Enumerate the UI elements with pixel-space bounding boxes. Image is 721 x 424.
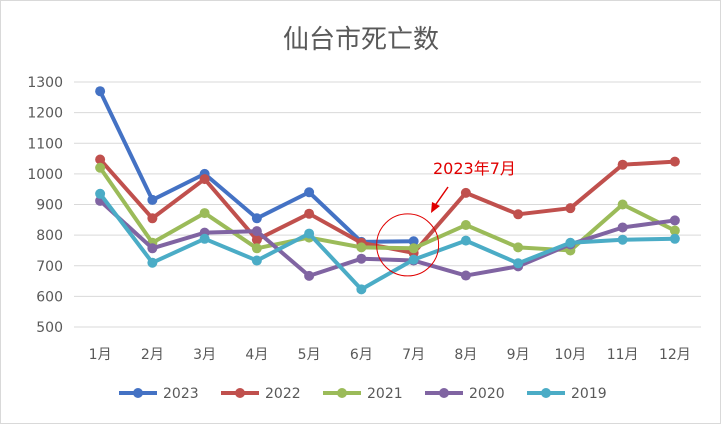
data-point	[617, 159, 628, 170]
data-point	[147, 257, 158, 268]
legend-label: 2021	[367, 386, 403, 402]
data-point	[617, 234, 628, 245]
legend-label: 2020	[469, 386, 505, 402]
data-point	[356, 242, 367, 253]
data-point	[669, 225, 680, 236]
legend-label: 2019	[571, 386, 607, 402]
data-point	[669, 233, 680, 244]
data-point	[304, 208, 315, 219]
chart-title: 仙台市死亡数	[283, 25, 439, 55]
gridlines	[74, 81, 701, 328]
data-point	[460, 235, 471, 246]
data-point	[513, 242, 524, 253]
x-tick-label: 6月	[350, 347, 373, 363]
series-2023	[95, 86, 419, 247]
data-point	[356, 284, 367, 295]
legend-item-2020: 2020	[425, 386, 505, 402]
legend-swatch-marker	[337, 388, 347, 398]
data-point	[95, 154, 106, 165]
y-tick-label: 1200	[27, 106, 63, 122]
data-point	[565, 237, 576, 248]
legend-item-2022: 2022	[221, 386, 301, 402]
y-tick-label: 500	[36, 320, 63, 336]
data-point	[251, 255, 262, 266]
data-point	[199, 233, 210, 244]
data-point	[147, 213, 158, 224]
legend-swatch-marker	[235, 388, 245, 398]
data-point	[251, 213, 262, 224]
data-point	[460, 270, 471, 281]
data-point	[408, 254, 419, 265]
x-tick-label: 7月	[402, 347, 425, 363]
data-point	[95, 188, 106, 199]
data-point	[95, 86, 106, 97]
legend-swatch-marker	[541, 388, 551, 398]
data-point	[199, 208, 210, 219]
data-point	[95, 162, 106, 173]
data-point	[304, 270, 315, 281]
data-point	[251, 226, 262, 237]
series-line-2020	[98, 198, 677, 278]
data-point	[513, 209, 524, 220]
series-lines	[95, 86, 680, 295]
data-point	[460, 187, 471, 198]
data-point	[617, 199, 628, 210]
series-2019	[95, 188, 680, 295]
data-point	[513, 258, 524, 269]
annotation-arrow-shaft	[433, 186, 449, 208]
annotation-arrow-head	[431, 202, 440, 213]
data-point	[408, 243, 419, 254]
x-tick-label: 9月	[507, 347, 530, 363]
x-tick-label: 5月	[298, 347, 321, 363]
data-point	[199, 174, 210, 185]
x-tick-label: 10月	[554, 347, 586, 363]
legend: 2023 2022 2021 2020 2019	[119, 386, 607, 402]
legend-label: 2023	[163, 386, 199, 402]
data-point	[669, 156, 680, 167]
x-tick-label: 3月	[193, 347, 216, 363]
data-point	[251, 243, 262, 254]
x-tick-label: 12月	[659, 347, 691, 363]
data-point	[356, 253, 367, 264]
legend-item-2023: 2023	[119, 386, 199, 402]
data-point	[304, 187, 315, 198]
legend-label: 2022	[265, 386, 301, 402]
x-tick-label: 2月	[141, 347, 164, 363]
x-tick-label: 8月	[454, 347, 477, 363]
x-tick-label: 1月	[89, 347, 112, 363]
data-point	[669, 215, 680, 226]
data-point	[565, 203, 576, 214]
x-axis-ticks: 1月 2月 3月 4月 5月 6月 7月 8月 9月 10月 11月 12月	[89, 347, 691, 363]
series-line-2019	[98, 191, 677, 292]
x-tick-label: 4月	[245, 347, 268, 363]
data-point	[147, 243, 158, 254]
y-tick-label: 1300	[27, 75, 63, 91]
annotation: 2023年7月	[376, 159, 516, 277]
legend-item-2021: 2021	[323, 386, 403, 402]
y-tick-label: 1000	[27, 167, 63, 183]
legend-item-2019: 2019	[527, 386, 607, 402]
y-tick-label: 900	[36, 198, 63, 214]
y-axis-ticks: 500 600 700 800 900 1000 1100 1200 1300	[27, 75, 63, 336]
y-tick-label: 700	[36, 259, 63, 275]
y-tick-label: 1100	[27, 136, 63, 152]
legend-swatch-marker	[439, 388, 449, 398]
y-tick-label: 600	[36, 289, 63, 305]
legend-swatch-marker	[133, 388, 143, 398]
data-point	[460, 220, 471, 231]
data-point	[304, 228, 315, 239]
data-point	[147, 194, 158, 205]
data-point	[251, 234, 262, 245]
annotation-circle	[376, 213, 440, 277]
data-point	[408, 236, 419, 247]
y-tick-label: 800	[36, 228, 63, 244]
data-point	[617, 222, 628, 233]
x-tick-label: 11月	[607, 347, 639, 363]
annotation-label: 2023年7月	[433, 159, 516, 178]
